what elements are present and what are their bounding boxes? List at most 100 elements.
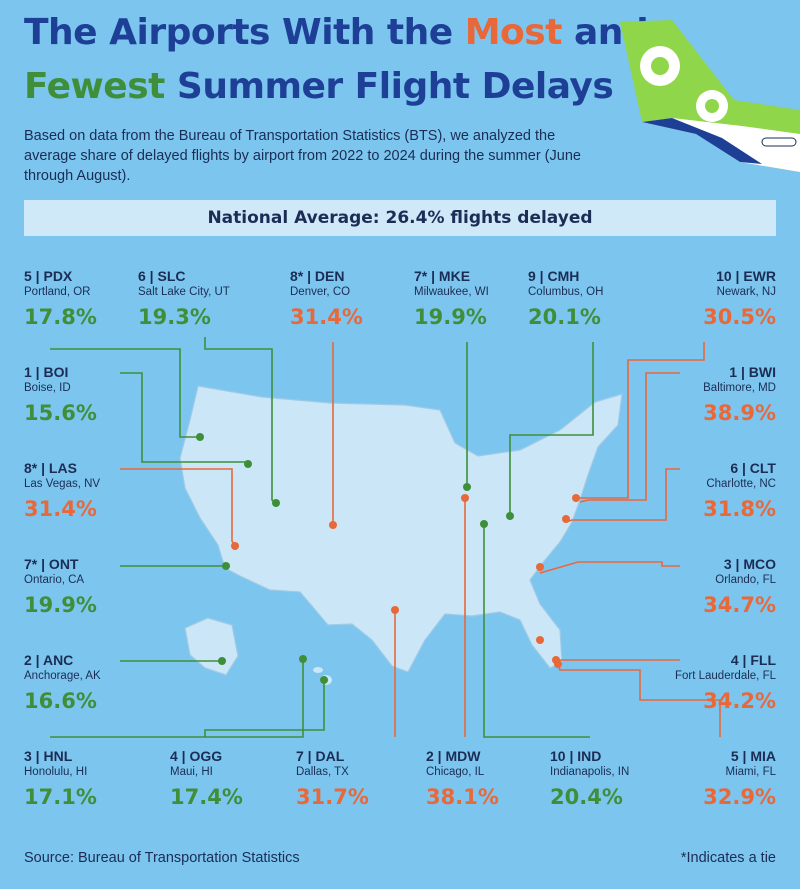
airport-delay-percent: 17.8%: [24, 305, 97, 329]
airport-city: Anchorage, AK: [24, 670, 101, 682]
airport-callout-fll: 4 | FLL Fort Lauderdale, FL 34.2%: [644, 652, 776, 716]
airport-delay-percent: 38.1%: [426, 785, 499, 809]
airport-code: 2 | ANC: [24, 652, 74, 668]
boi-marker: [244, 460, 252, 468]
airport-delay-percent: 16.6%: [24, 689, 97, 713]
ind-leader: [483, 524, 590, 738]
airport-city: Baltimore, MD: [703, 382, 776, 394]
alaska-shape: [184, 617, 239, 676]
bwi-marker: [562, 515, 570, 523]
airport-code: 6 | SLC: [138, 268, 186, 284]
dal-marker: [391, 606, 399, 614]
airport-callout-anc: 2 | ANC Anchorage, AK 16.6%: [24, 652, 156, 716]
airport-delay-percent: 20.4%: [550, 785, 623, 809]
title-part1: The Airports With the: [24, 12, 465, 53]
airport-callout-ind: 10 | IND Indianapolis, IN 20.4%: [550, 748, 682, 812]
airport-delay-percent: 32.9%: [703, 785, 776, 809]
airport-delay-percent: 20.1%: [528, 305, 601, 329]
source-note: Source: Bureau of Transportation Statist…: [24, 850, 300, 866]
airport-callout-ewr: 10 | EWR Newark, NJ 30.5%: [644, 268, 776, 332]
airport-city: Dallas, TX: [296, 766, 349, 778]
airport-delay-percent: 38.9%: [703, 401, 776, 425]
tie-footnote: *Indicates a tie: [680, 850, 776, 866]
airport-callout-ont: 7* | ONT Ontario, CA 19.9%: [24, 556, 156, 620]
airport-city: Miami, FL: [725, 766, 776, 778]
ogg-marker: [320, 676, 328, 684]
airport-code: 4 | OGG: [170, 748, 223, 764]
airport-city: Indianapolis, IN: [550, 766, 630, 778]
hawaii-island-maui: [313, 667, 323, 673]
ewr-marker: [572, 494, 580, 502]
ind-marker: [480, 520, 488, 528]
airport-delay-percent: 30.5%: [703, 305, 776, 329]
airport-code: 1 | BWI: [729, 364, 776, 380]
airport-delay-percent: 19.3%: [138, 305, 211, 329]
airport-city: Denver, CO: [290, 286, 351, 298]
airport-callout-mke: 7* | MKE Milwaukee, WI 19.9%: [414, 268, 546, 332]
clt-leader: [565, 468, 680, 523]
ogg-leader: [204, 680, 325, 737]
den-marker: [329, 521, 337, 529]
airport-city: Portland, OR: [24, 286, 91, 298]
airport-delay-percent: 17.1%: [24, 785, 97, 809]
national-average-banner: National Average: 26.4% flights delayed: [24, 200, 776, 236]
airport-city: Newark, NJ: [716, 286, 776, 298]
airport-delay-percent: 34.7%: [703, 593, 776, 617]
clt-marker: [536, 563, 544, 571]
mia-leader: [557, 663, 721, 737]
airport-callout-clt: 6 | CLT Charlotte, NC 31.8%: [644, 460, 776, 524]
airport-delay-percent: 34.2%: [703, 689, 776, 713]
pdx-leader: [50, 348, 200, 438]
airport-code: 2 | MDW: [426, 748, 481, 764]
airport-city: Honolulu, HI: [24, 766, 88, 778]
mco-marker: [536, 636, 544, 644]
subtitle: Based on data from the Bureau of Transpo…: [24, 128, 581, 184]
airport-code: 3 | MCO: [723, 556, 776, 572]
airport-callout-mdw: 2 | MDW Chicago, IL 38.1%: [426, 748, 558, 812]
airport-delay-percent: 19.9%: [24, 593, 97, 617]
airport-code: 5 | PDX: [24, 268, 73, 284]
airport-code: 5 | MIA: [730, 748, 776, 764]
contiguous-us-shape: [179, 385, 623, 673]
airport-city: Boise, ID: [24, 382, 71, 394]
airport-delay-percent: 15.6%: [24, 401, 97, 425]
title-part3: Summer Flight Delays: [164, 66, 614, 107]
title-most-word: Most: [464, 12, 563, 53]
bwi-leader: [579, 372, 680, 503]
page-title: The Airports With the Most and Fewest Su…: [24, 6, 649, 114]
airport-code: 4 | FLL: [730, 652, 776, 668]
airport-code: 7* | MKE: [414, 268, 471, 284]
las-marker: [231, 542, 239, 550]
hnl-leader: [50, 659, 304, 738]
airport-delay-percent: 31.4%: [290, 305, 363, 329]
airport-code: 8* | LAS: [24, 460, 77, 476]
airport-callout-cmh: 9 | CMH Columbus, OH 20.1%: [528, 268, 660, 332]
airport-city: Columbus, OH: [528, 286, 604, 298]
airport-callout-dal: 7 | DAL Dallas, TX 31.7%: [296, 748, 428, 812]
hnl-marker: [299, 655, 307, 663]
airport-code: 8* | DEN: [290, 268, 345, 284]
airport-city: Orlando, FL: [715, 574, 776, 586]
airport-delay-percent: 19.9%: [414, 305, 487, 329]
airport-code: 7* | ONT: [24, 556, 79, 572]
airport-code: 1 | BOI: [24, 364, 69, 380]
cmh-leader: [509, 342, 594, 516]
airport-code: 10 | EWR: [716, 268, 776, 284]
airport-city: Chicago, IL: [426, 766, 485, 778]
mia-marker: [554, 660, 562, 668]
airport-callout-mco: 3 | MCO Orlando, FL 34.7%: [644, 556, 776, 620]
airport-delay-percent: 31.8%: [703, 497, 776, 521]
airport-callout-bwi: 1 | BWI Baltimore, MD 38.9%: [644, 364, 776, 428]
airport-delay-percent: 31.4%: [24, 497, 97, 521]
airport-callout-boi: 1 | BOI Boise, ID 15.6%: [24, 364, 156, 428]
airport-city: Salt Lake City, UT: [138, 286, 230, 298]
airport-city: Las Vegas, NV: [24, 478, 101, 490]
airport-delay-percent: 31.7%: [296, 785, 369, 809]
airport-code: 7 | DAL: [296, 748, 345, 764]
airport-city: Fort Lauderdale, FL: [674, 670, 776, 682]
airport-city: Milwaukee, WI: [414, 286, 489, 298]
slc-marker: [272, 499, 280, 507]
airport-callout-pdx: 5 | PDX Portland, OR 17.8%: [24, 268, 156, 332]
anc-marker: [218, 657, 226, 665]
ont-marker: [222, 562, 230, 570]
